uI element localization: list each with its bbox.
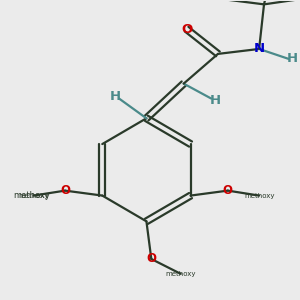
Text: methoxy: methoxy	[13, 191, 50, 200]
Text: N: N	[254, 42, 265, 56]
Text: H: H	[287, 52, 298, 65]
Text: O: O	[223, 184, 233, 197]
Text: O: O	[181, 22, 192, 36]
Text: O: O	[60, 184, 70, 197]
Text: H: H	[209, 94, 220, 107]
Text: methoxy: methoxy	[166, 271, 196, 277]
Text: O: O	[146, 253, 156, 266]
Text: methoxy: methoxy	[18, 193, 49, 199]
Text: H: H	[110, 90, 121, 103]
Text: methoxy: methoxy	[244, 193, 274, 199]
